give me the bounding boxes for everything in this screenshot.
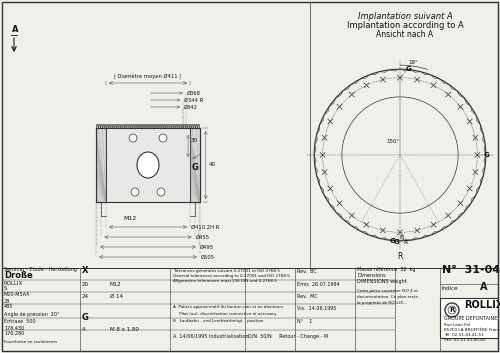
Text: G: G	[82, 313, 89, 322]
Circle shape	[131, 188, 139, 196]
Text: 20: 20	[82, 282, 89, 287]
Bar	[440, 298, 498, 338]
Text: 485: 485	[4, 304, 14, 309]
Text: ROLLIX: ROLLIX	[464, 300, 500, 310]
Circle shape	[159, 134, 167, 142]
Text: GROUPE DEFONTAINE: GROUPE DEFONTAINE	[444, 316, 498, 321]
Text: Ø344 R: Ø344 R	[184, 97, 204, 102]
Text: 28: 28	[4, 299, 10, 304]
Text: A  14/06/1995 Industrialisation: A 14/06/1995 Industrialisation	[173, 334, 248, 339]
Text: G: G	[405, 66, 411, 72]
Text: D/N  50/N     Retour - Change - M: D/N 50/N Retour - Change - M	[248, 334, 328, 339]
Ellipse shape	[137, 152, 159, 178]
Bar	[96, 128, 106, 202]
Text: Vis.  14.06.1995: Vis. 14.06.1995	[297, 306, 337, 311]
Bar	[190, 128, 200, 202]
Text: S: S	[4, 286, 8, 291]
Text: Cette pièce constitue ISO 4 et: Cette pièce constitue ISO 4 et	[357, 289, 418, 293]
Text: Ø410.2H R: Ø410.2H R	[191, 225, 220, 229]
Text: R: R	[450, 307, 454, 313]
Text: R: R	[398, 252, 402, 261]
Circle shape	[129, 134, 137, 142]
Text: N°  31-0411-01: N° 31-0411-01	[442, 265, 500, 275]
Text: Angle de pression  20°: Angle de pression 20°	[4, 312, 59, 317]
Text: Fax: 02-51-43-40-80: Fax: 02-51-43-40-80	[444, 338, 486, 342]
Text: Ø368: Ø368	[186, 90, 200, 96]
Circle shape	[157, 188, 165, 196]
Text: N°    1: N° 1	[297, 319, 312, 324]
Text: B   Laufbahn - und Leerbearbeitgl. - position: B Laufbahn - und Leerbearbeitgl. - posit…	[173, 319, 264, 323]
Text: Ø342: Ø342	[184, 104, 198, 109]
Text: B: B	[400, 235, 404, 240]
Text: Ø 14: Ø 14	[110, 294, 123, 299]
Text: 85300 LA BRUFFIÈRE France: 85300 LA BRUFFIÈRE France	[444, 328, 500, 332]
Circle shape	[445, 303, 459, 317]
Text: M20-M5A4: M20-M5A4	[4, 292, 30, 297]
Text: G: G	[484, 152, 489, 158]
Text: Implantation according to A: Implantation according to A	[346, 21, 464, 30]
Text: Rev.  MC: Rev. MC	[297, 294, 318, 299]
Text: G: G	[389, 238, 395, 244]
Text: 40: 40	[209, 162, 216, 168]
Text: Ø495: Ø495	[200, 245, 214, 250]
Text: Fourchette en roulements: Fourchette en roulements	[4, 340, 57, 344]
Text: Ø505: Ø505	[201, 255, 215, 259]
Bar	[106, 128, 190, 202]
Text: M 8 x 1.80: M 8 x 1.80	[110, 327, 139, 332]
Text: 176.430: 176.430	[4, 326, 24, 331]
Text: Ansicht nach A: Ansicht nach A	[376, 30, 434, 39]
Text: documentation. Ce plan reste: documentation. Ce plan reste	[357, 295, 418, 299]
Text: R: R	[403, 240, 407, 245]
Text: A: A	[12, 25, 18, 34]
Text: DIMENSIONS weight: DIMENSIONS weight	[357, 279, 407, 284]
Text: 24: 24	[82, 294, 89, 299]
Text: M12: M12	[110, 282, 122, 287]
Text: Rev.  BC: Rev. BC	[297, 269, 317, 274]
Text: 30: 30	[191, 138, 198, 143]
Text: A: A	[480, 282, 488, 292]
Text: ROLLIX: ROLLIX	[4, 281, 24, 286]
Text: G: G	[192, 162, 198, 172]
Text: | Diamètre moyen Ø411 |: | Diamètre moyen Ø411 |	[114, 74, 182, 80]
Text: Allgemeine toleranzen maxi 136 DIN und 0.2768.5: Allgemeine toleranzen maxi 136 DIN und 0…	[173, 279, 277, 283]
Text: Entraxe  500: Entraxe 500	[4, 319, 36, 324]
Text: Seminar - Etude - Herstellung: Seminar - Etude - Herstellung	[4, 267, 77, 272]
Text: Rue Léon Fol: Rue Léon Fol	[444, 323, 470, 327]
Text: 4: 4	[82, 327, 86, 332]
Text: A  Paliers approximatif du bouton-non et au alentours: A Paliers approximatif du bouton-non et …	[173, 305, 283, 309]
Text: 18°: 18°	[408, 60, 418, 65]
Text: Tel: 02-51-43-41-51: Tel: 02-51-43-41-51	[444, 333, 484, 337]
Text: M12: M12	[123, 216, 136, 221]
Text: Tolérances générales suivant 0.27001 et ISO 2768.5: Tolérances générales suivant 0.27001 et …	[173, 269, 280, 273]
Text: Droße: Droße	[4, 271, 33, 280]
Text: 176.280: 176.280	[4, 331, 24, 336]
Text: Masse référence  32  kg: Masse référence 32 kg	[357, 267, 416, 272]
Text: 150°: 150°	[386, 139, 399, 144]
Text: Pilot (ou), discrétisation connective et accuracy: Pilot (ou), discrétisation connective et…	[173, 312, 277, 316]
Text: General tolerances according to 0.27001 and ISO 2768.5: General tolerances according to 0.27001 …	[173, 274, 290, 278]
Text: Émis  26.07.1994: Émis 26.07.1994	[297, 282, 340, 287]
Text: Dimensions: Dimensions	[357, 273, 386, 278]
Text: G: G	[393, 239, 399, 245]
Text: Indice: Indice	[442, 286, 458, 291]
Text: Ø455: Ø455	[196, 234, 210, 239]
Text: Implantation suivant A: Implantation suivant A	[358, 12, 452, 21]
Text: la propriété de ROLLIX...: la propriété de ROLLIX...	[357, 301, 407, 305]
Text: X: X	[82, 266, 88, 275]
